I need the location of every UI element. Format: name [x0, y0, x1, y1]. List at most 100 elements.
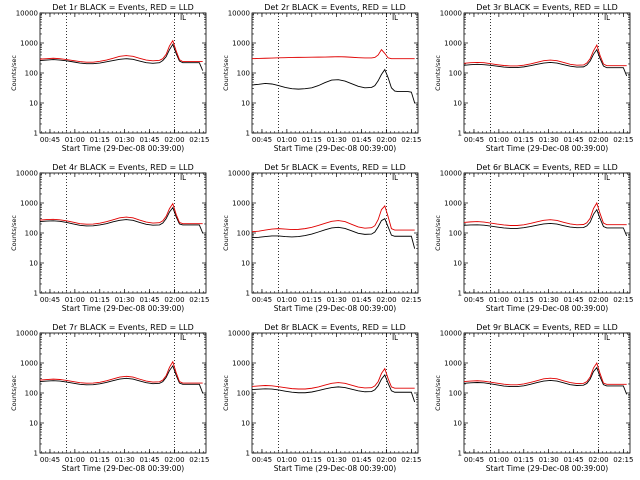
- x-tick-label: 02:00: [588, 296, 608, 304]
- plot-frame: [39, 332, 207, 454]
- x-tick-label: 02:15: [613, 456, 633, 464]
- chart-panel-5: Det 5r BLACK = Events, RED = LLD 1 10 100 10…: [222, 163, 421, 313]
- x-tick-label: 02:15: [613, 136, 633, 144]
- y-tick-label: 1: [34, 130, 38, 138]
- y-tick-label: 100: [237, 230, 250, 238]
- x-tick-label: 01:30: [327, 456, 347, 464]
- x-tick-label: 02:15: [613, 296, 633, 304]
- y-tick-label: 10000: [440, 170, 462, 178]
- x-tick-label: 01:15: [514, 456, 534, 464]
- plot-frame: [251, 172, 419, 294]
- x-tick-label: 01:30: [539, 456, 559, 464]
- x-tick-label: 00:45: [464, 296, 484, 304]
- y-tick-label: 1000: [20, 360, 38, 368]
- x-tick-label: 01:00: [489, 296, 509, 304]
- x-tick-label: 01:15: [302, 136, 322, 144]
- y-tick-label: 100: [25, 230, 38, 238]
- marker-label: L: [394, 174, 398, 182]
- plot-frame: [251, 332, 419, 454]
- y-tick-label: 10: [241, 420, 250, 428]
- y-tick-label: 1: [246, 290, 250, 298]
- y-axis-label: Counts/sec: [10, 375, 18, 411]
- lld-line: [252, 367, 415, 390]
- y-axis-label: Counts/sec: [222, 215, 230, 251]
- x-tick-label: 00:45: [40, 456, 60, 464]
- lld-line: [40, 360, 203, 384]
- y-tick-label: 1000: [444, 360, 462, 368]
- lld-line: [464, 361, 627, 386]
- x-tick-label: 02:00: [376, 456, 396, 464]
- y-tick-label: 10000: [228, 330, 250, 338]
- chart-title: Det 1r BLACK = Events, RED = LLD: [52, 3, 194, 12]
- y-tick-label: 1000: [444, 40, 462, 48]
- y-tick-label: 100: [449, 390, 462, 398]
- y-tick-label: 1: [246, 450, 250, 458]
- marker-label: L: [394, 14, 398, 22]
- x-tick-label: 01:30: [539, 136, 559, 144]
- x-tick-label: 01:30: [539, 296, 559, 304]
- y-tick-label: 10: [241, 260, 250, 268]
- x-tick-label: 01:15: [302, 296, 322, 304]
- events-line: [40, 364, 204, 394]
- x-tick-label: 01:15: [514, 296, 534, 304]
- y-tick-label: 10000: [228, 170, 250, 178]
- y-tick-label: 100: [449, 70, 462, 78]
- x-tick-label: 01:45: [139, 456, 159, 464]
- y-tick-label: 1: [458, 130, 462, 138]
- y-tick-label: 1: [246, 130, 250, 138]
- y-tick-label: 10000: [16, 330, 38, 338]
- plot-frame: [39, 12, 207, 134]
- events-line: [252, 68, 416, 104]
- y-tick-label: 1: [458, 450, 462, 458]
- x-tick-label: 01:00: [65, 296, 85, 304]
- x-axis-label: Start Time (29-Dec-08 00:39:00): [274, 464, 396, 473]
- lld-line: [464, 201, 627, 226]
- lld-line: [252, 48, 415, 60]
- marker-label: L: [182, 174, 186, 182]
- marker-label: L: [606, 14, 610, 22]
- x-tick-label: 02:00: [588, 136, 608, 144]
- x-axis-label: Start Time (29-Dec-08 00:39:00): [274, 304, 396, 313]
- chart-title: Det 5r BLACK = Events, RED = LLD: [264, 163, 406, 172]
- y-axis-label: Counts/sec: [434, 215, 442, 251]
- x-axis-label: Start Time (29-Dec-08 00:39:00): [486, 464, 608, 473]
- x-tick-label: 02:15: [189, 296, 209, 304]
- x-tick-label: 01:15: [302, 456, 322, 464]
- events-line: [464, 48, 628, 77]
- x-tick-label: 02:15: [401, 456, 421, 464]
- x-tick-label: 01:45: [139, 296, 159, 304]
- marker-label: L: [182, 14, 186, 22]
- x-tick-label: 02:00: [376, 296, 396, 304]
- x-tick-label: 01:00: [277, 456, 297, 464]
- x-tick-label: 01:15: [514, 136, 534, 144]
- x-axis-label: Start Time (29-Dec-08 00:39:00): [274, 144, 396, 153]
- x-tick-label: 01:00: [65, 456, 85, 464]
- x-tick-label: 01:15: [90, 296, 110, 304]
- y-tick-label: 10000: [440, 10, 462, 18]
- y-axis-label: Counts/sec: [222, 55, 230, 91]
- plot-frame: [463, 172, 631, 294]
- y-tick-label: 100: [25, 390, 38, 398]
- y-axis-label: Counts/sec: [10, 55, 18, 91]
- chart-title: Det 7r BLACK = Events, RED = LLD: [52, 323, 194, 332]
- chart-panel-8: Det 8r BLACK = Events, RED = LLD 1 10 100 10…: [222, 323, 421, 473]
- x-tick-label: 00:45: [40, 296, 60, 304]
- y-tick-label: 10: [29, 100, 38, 108]
- y-tick-label: 10: [29, 420, 38, 428]
- chart-title: Det 8r BLACK = Events, RED = LLD: [264, 323, 406, 332]
- x-tick-label: 01:00: [489, 456, 509, 464]
- y-tick-label: 10: [453, 420, 462, 428]
- chart-panel-6: Det 6r BLACK = Events, RED = LLD 1 10 100 10…: [434, 163, 633, 313]
- y-tick-label: 1000: [232, 200, 250, 208]
- lld-line: [40, 39, 203, 63]
- x-tick-label: 01:45: [351, 136, 371, 144]
- x-tick-label: 02:00: [164, 296, 184, 304]
- y-tick-label: 10000: [228, 10, 250, 18]
- x-tick-label: 01:45: [563, 136, 583, 144]
- x-tick-label: 01:45: [351, 456, 371, 464]
- x-tick-label: 01:00: [489, 136, 509, 144]
- y-axis-label: Counts/sec: [434, 55, 442, 91]
- x-tick-label: 01:30: [115, 296, 135, 304]
- x-tick-label: 01:00: [65, 136, 85, 144]
- x-tick-label: 02:00: [376, 136, 396, 144]
